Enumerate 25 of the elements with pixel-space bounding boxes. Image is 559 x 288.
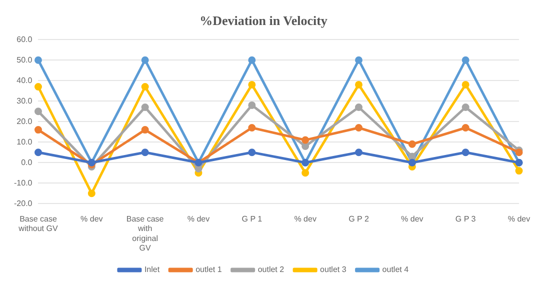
- y-tick-label: 40.0: [16, 76, 33, 85]
- y-tick-label: -10.0: [14, 178, 33, 188]
- chart-title: %Deviation in Velocity: [200, 13, 328, 28]
- y-tick-label: 20.0: [16, 116, 33, 126]
- y-tick-label: 10.0: [16, 137, 33, 146]
- legend-label: outlet 1: [196, 265, 222, 274]
- y-tick-label: -20.0: [14, 198, 33, 208]
- y-tick-label: 0.0: [21, 158, 33, 167]
- y-tick-label: 30.0: [16, 96, 33, 106]
- legend-label: outlet 4: [382, 265, 410, 274]
- x-tick-label: % dev: [294, 214, 316, 224]
- x-tick-label: Base case with original GV: [126, 214, 164, 252]
- legend-label: outlet 2: [258, 265, 285, 274]
- legend-label: Inlet: [144, 265, 160, 274]
- x-tick-label: G P 2: [348, 214, 370, 224]
- x-tick-label: % dev: [508, 214, 530, 224]
- y-tick-label: 50.0: [16, 55, 33, 64]
- x-tick-label: Base case without GV: [18, 214, 58, 234]
- x-tick-label: G P 1: [242, 214, 263, 224]
- x-tick-label: G P 3: [455, 214, 476, 224]
- x-tick-label: % dev: [401, 214, 424, 224]
- legend-label: outlet 3: [320, 265, 347, 274]
- x-tick-label: % dev: [187, 214, 210, 224]
- y-tick-label: 60.0: [16, 34, 33, 44]
- x-tick-label: % dev: [80, 214, 103, 224]
